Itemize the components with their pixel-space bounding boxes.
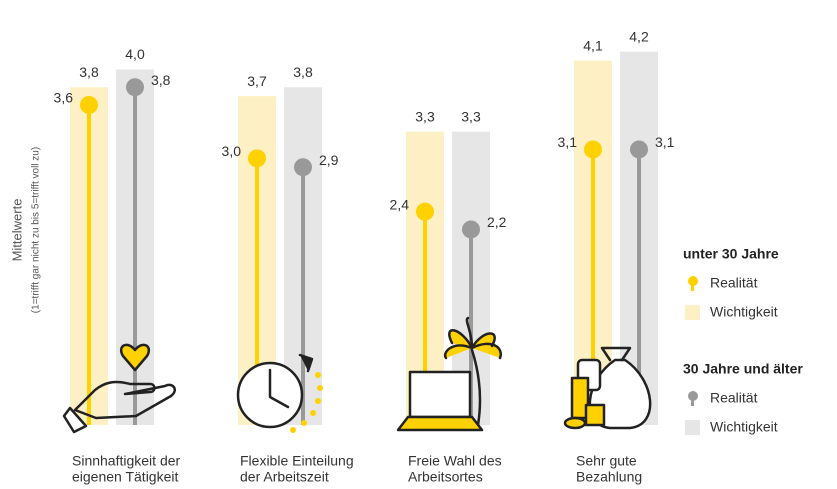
value-label: 4,1 bbox=[583, 37, 603, 53]
legend-swatch bbox=[691, 281, 694, 291]
value-label: 3,8 bbox=[293, 64, 313, 80]
lollipop-stem bbox=[87, 105, 91, 425]
category-label: Flexible Einteilung bbox=[240, 453, 354, 469]
value-label: 3,6 bbox=[54, 90, 74, 106]
value-label: 3,7 bbox=[247, 73, 267, 89]
category-label: Sehr gute bbox=[576, 453, 637, 469]
legend-swatch bbox=[691, 396, 694, 406]
value-label: 3,1 bbox=[558, 134, 578, 150]
legend-label: Realität bbox=[710, 275, 758, 291]
value-label: 3,3 bbox=[415, 108, 435, 124]
lollipop-dot bbox=[584, 140, 602, 158]
value-label: 3,3 bbox=[461, 108, 481, 124]
category-label: Freie Wahl des bbox=[408, 453, 502, 469]
value-label: 4,0 bbox=[125, 46, 145, 62]
category-label: der Arbeitszeit bbox=[240, 469, 329, 485]
lollipop-dot bbox=[416, 203, 434, 221]
lollipop-dot bbox=[630, 140, 648, 158]
value-label: 2,4 bbox=[390, 196, 410, 212]
category-label: Sinnhaftigkeit der bbox=[72, 453, 181, 469]
value-label: 4,2 bbox=[629, 28, 649, 44]
value-label: 3,0 bbox=[222, 143, 242, 159]
lollipop-stem bbox=[133, 87, 137, 425]
value-label: 3,8 bbox=[79, 64, 99, 80]
y-axis-label: Mittelwerte bbox=[9, 199, 24, 262]
value-label: 2,2 bbox=[487, 214, 507, 230]
legend-swatch bbox=[685, 305, 700, 320]
y-axis-sublabel: (1=trifft gar nicht zu bis 5=trifft voll… bbox=[31, 147, 42, 313]
lollipop-dot bbox=[294, 158, 312, 176]
chart: Mittelwerte (1=trifft gar nicht zu bis 5… bbox=[0, 0, 837, 489]
legend-label: Wichtigkeit bbox=[710, 419, 778, 435]
legend-group-title: unter 30 Jahre bbox=[683, 246, 779, 262]
category-label: Bezahlung bbox=[576, 469, 642, 485]
lollipop-dot bbox=[126, 78, 144, 96]
lollipop-dot bbox=[80, 96, 98, 114]
lollipop-dot bbox=[248, 149, 266, 167]
value-label: 2,9 bbox=[319, 152, 339, 168]
lollipop-dot bbox=[462, 220, 480, 238]
legend-label: Realität bbox=[710, 390, 758, 406]
legend-swatch bbox=[685, 420, 700, 435]
legend: unter 30 Jahre Realität Wichtigkeit 30 Jahr… bbox=[683, 246, 803, 435]
legend-group-title: 30 Jahre und älter bbox=[683, 361, 803, 377]
category-label: Arbeitsortes bbox=[408, 469, 483, 485]
bars bbox=[70, 52, 658, 425]
value-label: 3,8 bbox=[151, 72, 171, 88]
category-label: eigenen Tätigkeit bbox=[72, 469, 178, 485]
legend-label: Wichtigkeit bbox=[710, 304, 778, 320]
value-label: 3,1 bbox=[655, 134, 675, 150]
